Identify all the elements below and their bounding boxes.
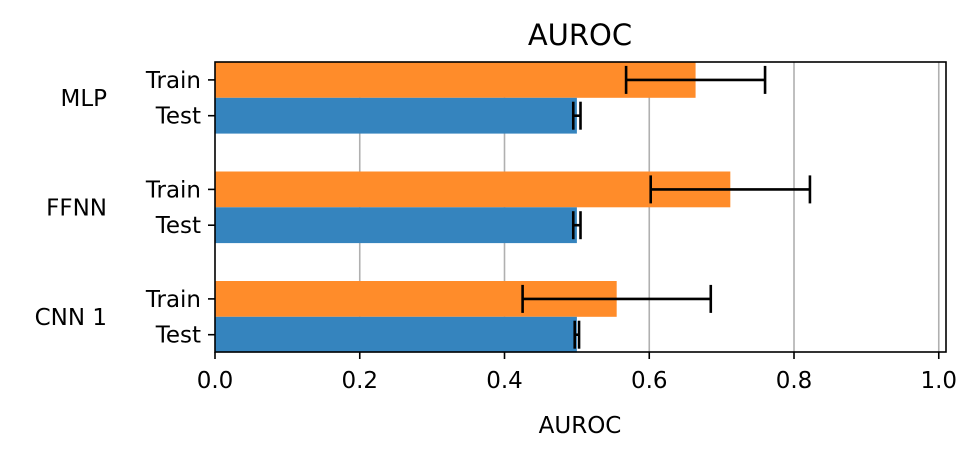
plot-frame (214, 61, 947, 353)
bar-test (215, 316, 577, 353)
y-tick-label: Test (155, 323, 201, 349)
bar-train (215, 62, 696, 98)
x-tick-label: 0.2 (341, 368, 378, 394)
plot-area: Train Test MLP Train Test FFNN Train Test CNN 1 0… (35, 61, 957, 394)
bar-test (215, 97, 577, 134)
group-label: FFNN (46, 195, 107, 221)
y-tick-label: Train (145, 68, 201, 94)
group-label: CNN 1 (35, 305, 107, 331)
y-tick-label: Test (155, 104, 201, 130)
y-tick-label: Test (155, 213, 201, 239)
chart-title: AUROC (528, 18, 632, 52)
x-tick-label: 0.4 (486, 368, 523, 394)
bar-test (215, 207, 577, 244)
x-tick-label: 0.0 (197, 368, 234, 394)
x-tick-label: 1.0 (920, 368, 957, 394)
y-tick-label: Train (145, 177, 201, 203)
x-axis-label: AUROC (539, 413, 622, 439)
x-tick-label: 0.6 (631, 368, 668, 394)
bar-train (215, 171, 731, 208)
group-label: MLP (60, 86, 107, 112)
y-tick-label: Train (145, 287, 201, 313)
x-tick-label: 0.8 (776, 368, 813, 394)
